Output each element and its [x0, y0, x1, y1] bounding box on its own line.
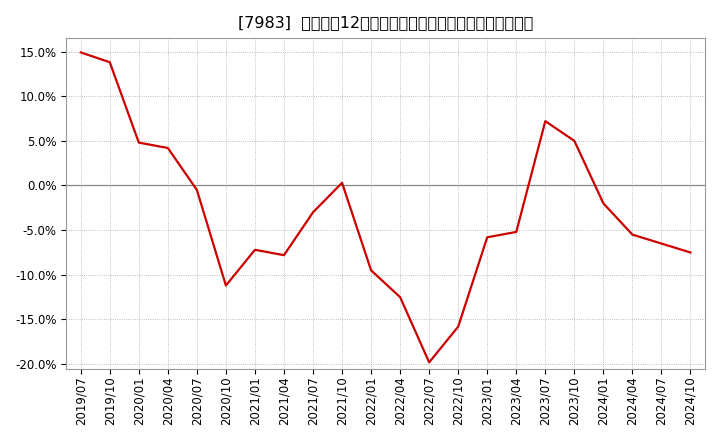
Title: [7983]  売上高の12か月移動合計の対前年同期増減率の推移: [7983] 売上高の12か月移動合計の対前年同期増減率の推移: [238, 15, 534, 30]
